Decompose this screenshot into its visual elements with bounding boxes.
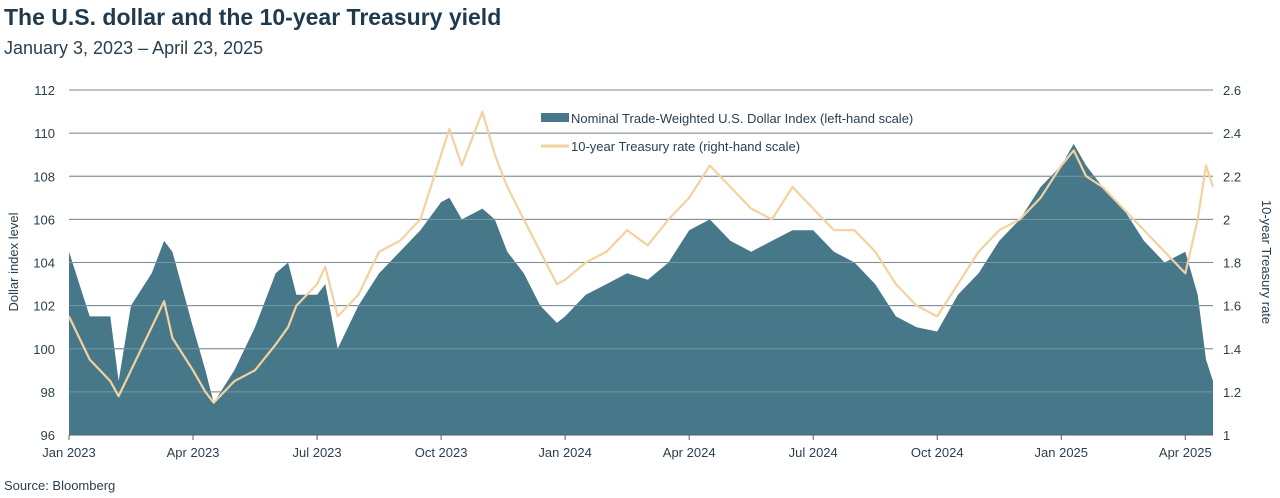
right-tick-label: 1.2 [1223, 385, 1241, 400]
left-tick-label: 100 [33, 342, 55, 357]
left-tick-label: 110 [34, 126, 55, 141]
right-tick-label: 2.6 [1223, 83, 1241, 98]
treasury-rate-line [68, 110, 1215, 404]
right-axis-title: 10-year Treasury rate [1259, 200, 1274, 324]
left-tick-label: 104 [33, 256, 55, 271]
right-tick-label: 1 [1223, 428, 1230, 443]
chart-title: The U.S. dollar and the 10-year Treasury… [4, 4, 502, 30]
x-tick-label: Apr 2023 [167, 445, 220, 460]
dollar-index-area [69, 143, 1213, 435]
right-tick-label: 1.6 [1223, 299, 1241, 314]
x-tick-label: Jul 2024 [789, 445, 838, 460]
left-axis-title: Dollar index level [6, 212, 21, 311]
x-tick-label: Apr 2025 [1159, 445, 1212, 460]
legend: Nominal Trade-Weighted U.S. Dollar Index… [541, 111, 913, 154]
left-tick-label: 98 [41, 385, 55, 400]
right-tick-label: 2 [1223, 212, 1230, 227]
right-tick-label: 1.8 [1223, 256, 1241, 271]
x-tick-label: Oct 2024 [911, 445, 964, 460]
legend-swatch-dollar [541, 113, 569, 122]
x-tick-label: Jan 2023 [42, 445, 96, 460]
left-tick-label: 112 [34, 83, 55, 98]
x-tick-label: Jan 2025 [1035, 445, 1089, 460]
chart-subtitle: January 3, 2023 – April 23, 2025 [4, 38, 264, 58]
legend-label-dollar: Nominal Trade-Weighted U.S. Dollar Index… [571, 111, 913, 126]
x-tick-label: Jan 2024 [538, 445, 592, 460]
right-tick-label: 2.4 [1223, 126, 1241, 141]
left-tick-label: 106 [33, 212, 55, 227]
right-tick-label: 1.4 [1223, 342, 1241, 357]
legend-label-treasury: 10-year Treasury rate (right-hand scale) [571, 139, 800, 154]
x-tick-label: Apr 2024 [663, 445, 716, 460]
right-tick-label: 2.2 [1223, 169, 1241, 184]
source-note: Source: Bloomberg [4, 478, 116, 493]
x-tick-label: Jul 2023 [292, 445, 341, 460]
left-tick-label: 96 [41, 428, 55, 443]
x-tick-label: Oct 2023 [415, 445, 468, 460]
left-tick-label: 102 [33, 299, 55, 314]
left-tick-label: 108 [33, 169, 55, 184]
